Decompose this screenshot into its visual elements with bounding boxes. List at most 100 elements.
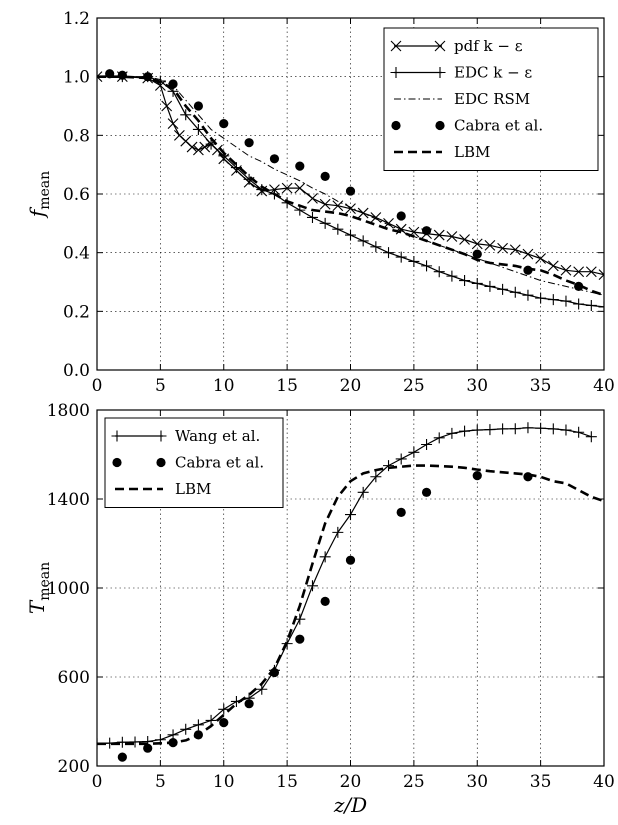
data-point-edc-k <box>446 270 458 282</box>
data-point-cabra-et-al <box>472 471 482 481</box>
data-point-pdf-k <box>585 266 597 278</box>
data-point-pdf-k <box>497 242 508 254</box>
legend-symbol-cabra-et-al <box>435 120 445 131</box>
y-tick-label: 200 <box>58 757 90 777</box>
x-tick-label: 30 <box>466 772 488 792</box>
data-point-edc-k <box>383 247 395 259</box>
data-point-edc-k <box>370 241 382 253</box>
y-tick-label: 1400 <box>47 490 90 510</box>
x-tick-label: 5 <box>155 376 166 396</box>
data-point-edc-k <box>192 123 204 135</box>
legend-symbol-wang-et-al <box>111 430 123 442</box>
data-point-wang-et-al <box>509 423 521 435</box>
data-point-cabra-et-al <box>472 249 482 259</box>
data-point-edc-k <box>547 294 559 306</box>
data-point-wang-et-al <box>395 453 407 465</box>
legend-symbol-edc-k <box>390 67 402 78</box>
data-point-wang-et-al <box>357 486 369 498</box>
data-point-cabra-et-al <box>269 154 280 164</box>
data-point-edc-k <box>357 235 369 247</box>
data-point-edc-k <box>306 211 318 223</box>
data-point-pdf-k <box>471 238 483 250</box>
legend: pdf k − ε EDC k − ε EDC RSM Cabra et al. LBM <box>383 27 599 171</box>
x-tick-label: 0 <box>92 772 103 792</box>
data-point-wang-et-al <box>560 424 572 436</box>
legend-frame <box>104 417 284 508</box>
data-point-edc-k <box>535 292 547 304</box>
data-point-cabra-et-al <box>421 226 432 236</box>
data-point-wang-et-al <box>306 580 318 592</box>
legend-symbol-pdf-k <box>434 40 446 52</box>
legend-symbol-edc-k <box>434 67 446 78</box>
series-layer <box>97 69 604 313</box>
data-point-wang-et-al <box>484 424 496 436</box>
data-point-edc-k <box>560 295 572 307</box>
data-point-edc-k <box>395 251 407 263</box>
data-point-edc-k <box>484 280 496 292</box>
data-point-pdf-k <box>433 229 445 241</box>
data-point-edc-k <box>522 289 534 301</box>
legend-label-lbm: LBM <box>454 143 490 161</box>
legend-symbol-cabra-et-al <box>112 457 122 468</box>
data-point-edc-k <box>408 255 420 267</box>
x-axis-label: z/D <box>333 793 367 817</box>
x-tick-label: 20 <box>340 376 362 396</box>
legend-label-cabra-et-al: Cabra et al. <box>175 454 264 472</box>
y-tick-label: 1.0 <box>63 68 90 88</box>
data-point-wang-et-al <box>332 526 344 538</box>
x-tick-label: 10 <box>213 772 235 792</box>
data-point-cabra-et-al <box>117 70 127 80</box>
data-point-pdf-k <box>294 182 306 194</box>
data-point-wang-et-al <box>129 736 141 748</box>
legend-label-lbm: LBM <box>175 480 211 498</box>
data-point-wang-et-al <box>522 422 534 434</box>
data-point-pdf-k <box>332 200 344 212</box>
data-point-pdf-k <box>395 223 407 235</box>
data-point-cabra-et-al <box>421 487 432 497</box>
data-point-pdf-k <box>281 182 293 194</box>
data-point-cabra-et-al <box>345 186 356 196</box>
y-tick-label: 1800 <box>47 401 90 421</box>
data-point-wang-et-al <box>585 431 597 443</box>
x-tick-label: 30 <box>466 376 488 396</box>
x-tick-label: 40 <box>593 376 615 396</box>
data-point-cabra-et-al <box>396 507 406 517</box>
data-point-wang-et-al <box>421 438 433 450</box>
y-tick-label: 0.8 <box>63 126 90 146</box>
data-point-pdf-k <box>598 269 604 281</box>
series-layer <box>97 422 604 762</box>
data-point-wang-et-al <box>433 432 445 444</box>
plot-frame <box>96 17 605 371</box>
panel-f-mean: 0 5 10 15 20 25 30 35 40 0.0 0.2 0.4 0.6 0.8 1.0 1.2 fme… <box>25 9 615 396</box>
data-point-pdf-k <box>186 141 198 153</box>
data-point-pdf-k <box>161 100 173 112</box>
data-point-edc-k <box>421 260 433 272</box>
data-point-wang-et-al <box>383 460 395 472</box>
data-point-cabra-et-al <box>219 718 229 728</box>
data-point-edc-k <box>180 109 192 121</box>
legend-symbol-cabra-et-al <box>391 120 401 131</box>
data-point-wang-et-al <box>497 423 509 435</box>
series-line-edc-rsm <box>97 76 604 296</box>
x-tick-label: 5 <box>155 772 166 792</box>
data-point-wang-et-al <box>573 426 585 438</box>
x-tick-label: 40 <box>593 772 615 792</box>
legend-symbol-wang-et-al <box>155 430 167 442</box>
series-line-wang-et-al <box>97 427 592 745</box>
data-point-edc-k <box>585 299 597 311</box>
legend-symbol-pdf-k <box>390 40 402 52</box>
data-point-edc-k <box>509 286 521 298</box>
data-point-wang-et-al <box>535 422 547 434</box>
plot-frame <box>96 409 605 767</box>
data-point-pdf-k <box>535 253 547 264</box>
data-point-pdf-k <box>547 260 559 272</box>
y-axis-label: fmean <box>25 171 53 219</box>
data-point-edc-k <box>319 217 331 229</box>
data-point-pdf-k <box>459 234 470 245</box>
y-axis-label-sub: mean <box>37 562 53 601</box>
data-point-cabra-et-al <box>574 281 584 291</box>
data-point-pdf-k <box>167 118 179 129</box>
data-point-cabra-et-al <box>244 699 254 709</box>
data-point-pdf-k <box>484 239 496 251</box>
